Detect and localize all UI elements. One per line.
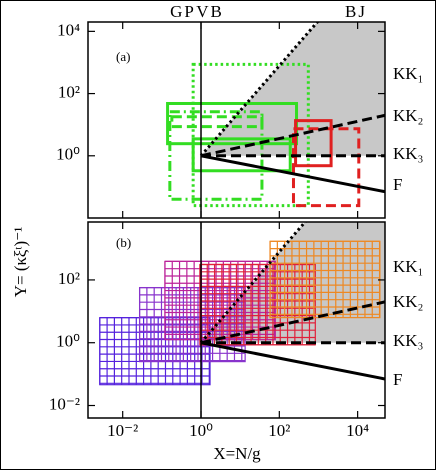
box (191, 137, 292, 173)
curve-label: KK₁ (393, 64, 423, 83)
curve (200, 300, 385, 345)
y-axis-label: Y= (κξᵗ)⁻¹ (11, 227, 30, 298)
curve (200, 341, 385, 381)
curve (200, 154, 385, 194)
plot-area (166, 22, 385, 218)
curve-label: KK₂ (393, 292, 423, 311)
y-tick-label: 10⁴ (57, 20, 80, 39)
y-tick-label: 10⁰ (56, 332, 80, 351)
shaded-region (201, 22, 385, 156)
y-tick-label: 10⁰ (56, 145, 80, 164)
y-tick-label: 10⁻² (49, 394, 80, 413)
panel-label: (a) (116, 49, 130, 64)
box (170, 115, 264, 129)
curve-label: KK₂ (393, 106, 423, 125)
curve-label: KK₃ (393, 331, 424, 350)
axes-frame (87, 21, 386, 219)
box (191, 62, 310, 208)
x-tick-label: 10⁴ (346, 421, 369, 440)
top-annotation: VB (196, 2, 224, 21)
box (199, 263, 316, 346)
y-tick-label: 10² (58, 269, 80, 288)
x-tick-label: 10⁰ (189, 421, 213, 440)
plot-area (99, 222, 385, 418)
curve (200, 113, 385, 158)
box (294, 119, 333, 168)
axes-frame (87, 221, 386, 419)
box (99, 317, 211, 386)
curve-label: F (393, 175, 402, 194)
x-tick-label: 10⁻² (107, 421, 138, 440)
top-annotation: GP (170, 2, 196, 21)
top-annotation: BJ (345, 2, 367, 21)
curve-label: F (393, 370, 402, 389)
x-tick-label: 10² (268, 421, 290, 440)
panel-label: (b) (116, 235, 131, 250)
curve-label: KK₃ (393, 144, 424, 163)
curve-label: KK₁ (393, 257, 423, 276)
x-axis-label: X=N/g (213, 444, 261, 463)
y-tick-label: 10² (58, 82, 80, 101)
